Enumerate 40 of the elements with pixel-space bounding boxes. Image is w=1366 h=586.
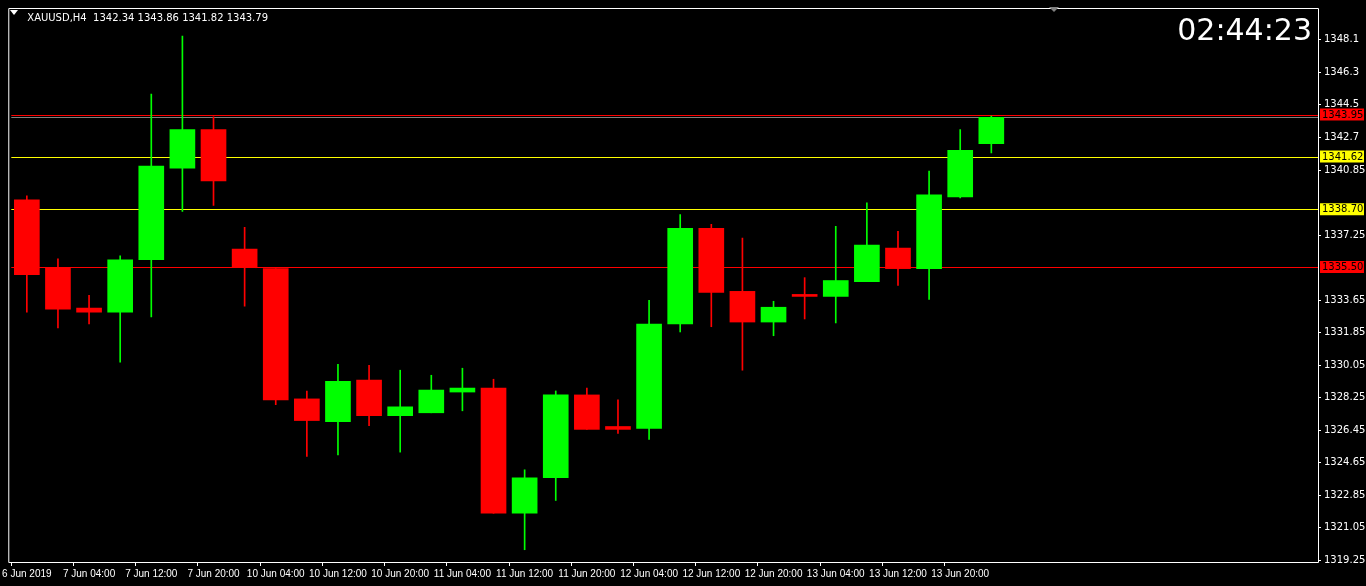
- y-tick-label: 1321.05: [1324, 521, 1366, 533]
- y-tick-label: 1330.05: [1324, 358, 1366, 370]
- y-tick-label: 1337.25: [1324, 229, 1366, 241]
- x-tick-label: 12 Jun 20:00: [744, 567, 803, 579]
- y-tick-label: 1328.25: [1324, 391, 1366, 403]
- candlestick: [822, 226, 849, 324]
- x-tick-label: 10 Jun 20:00: [371, 567, 430, 579]
- annotation: 02:44:23: [1177, 11, 1312, 47]
- x-tick-label: 7 Jun 04:00: [62, 567, 116, 579]
- x-tick-label: 13 Jun 12:00: [869, 567, 928, 579]
- candlestick: [605, 399, 631, 434]
- x-tick-label: 7 Jun 20:00: [187, 567, 241, 579]
- x-tick-label: 13 Jun 20:00: [931, 567, 990, 579]
- x-tick-label: 10 Jun 04:00: [246, 567, 306, 579]
- y-tick-label: 1342.7: [1324, 130, 1359, 142]
- y-tick-label: 1322.85: [1324, 488, 1366, 500]
- ref-line-label: 1343.95: [1322, 108, 1364, 120]
- y-tick-label: 1344.5: [1324, 98, 1359, 110]
- candlestick: [387, 369, 414, 453]
- ref-line-label: 1341.62: [1322, 150, 1364, 162]
- y-tick-label: 1340.85: [1324, 164, 1366, 176]
- x-tick-label: 13 Jun 04:00: [806, 567, 866, 579]
- y-tick-label: 1348.1: [1324, 33, 1359, 45]
- y-tick-label: 1319.25: [1324, 553, 1366, 565]
- x-tick-label: 12 Jun 12:00: [682, 567, 741, 579]
- ref-line-label: 1335.50: [1322, 261, 1364, 273]
- y-tick-label: 1326.45: [1324, 423, 1366, 435]
- annotation: XAUUSD,H4 1342.34 1343.86 1341.82 1343.79: [27, 11, 269, 23]
- y-tick-label: 1346.3: [1324, 65, 1359, 77]
- x-tick-label: 6 Jun 2019: [2, 567, 53, 579]
- y-tick-label: 1331.85: [1324, 326, 1366, 338]
- x-tick-label: 11 Jun 04:00: [433, 567, 492, 579]
- x-tick-label: 11 Jun 20:00: [558, 567, 616, 579]
- x-tick-label: 12 Jun 04:00: [620, 567, 679, 579]
- ref-line-label: 1338.70: [1322, 203, 1364, 215]
- x-tick-label: 7 Jun 12:00: [125, 567, 178, 579]
- y-tick-label: 1333.65: [1324, 293, 1366, 305]
- x-tick-label: 10 Jun 12:00: [309, 567, 368, 579]
- x-tick-label: 11 Jun 12:00: [496, 567, 554, 579]
- y-tick-label: 1324.65: [1324, 456, 1366, 468]
